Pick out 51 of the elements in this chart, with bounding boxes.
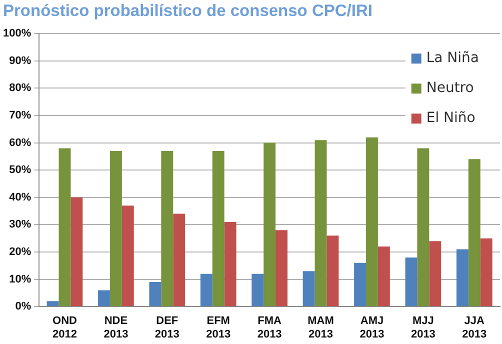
y-tick-label: 50%: [9, 164, 32, 176]
bar: [149, 282, 162, 306]
legend-label: Neutro: [426, 80, 474, 96]
y-tick-label: 60%: [9, 136, 32, 149]
bar: [417, 148, 430, 306]
x-tick-label: MAM 2013: [308, 315, 334, 340]
chart-title: Pronóstico probabilístico de consenso CPC/IRI: [3, 2, 372, 21]
bar: [468, 159, 480, 306]
bar: [354, 262, 366, 306]
bar: [110, 150, 122, 306]
bar: [122, 206, 134, 306]
y-tick-label: 40%: [9, 191, 32, 204]
legend-label: El Niño: [426, 110, 476, 126]
bar: [378, 246, 390, 306]
y-tick-label: 20%: [9, 246, 32, 258]
x-tick-label: MJJ 2013: [410, 315, 436, 340]
bar: [161, 150, 174, 306]
bar: [456, 249, 468, 306]
bar: [98, 290, 110, 306]
bar: [264, 142, 276, 306]
y-tick-label: 70%: [9, 110, 32, 122]
x-tick-label: JJA 2013: [462, 315, 487, 340]
bar: [212, 150, 224, 306]
y-tick-label: 90%: [9, 54, 32, 67]
bar: [405, 257, 418, 306]
x-tick-label: DEF 2013: [154, 315, 180, 340]
bar: [252, 274, 264, 306]
bar: [276, 230, 288, 306]
bar: [326, 236, 339, 306]
y-tick-label: 10%: [9, 273, 32, 286]
x-tick-label: FMA 2013: [257, 315, 282, 340]
bar: [224, 222, 236, 306]
bar: [70, 197, 83, 306]
bar: [46, 301, 59, 306]
y-tick-label: 30%: [9, 218, 32, 231]
x-tick-label: EFM 2013: [206, 315, 231, 340]
y-tick-label: 100%: [2, 28, 32, 40]
bar: [58, 148, 71, 306]
bar: [314, 140, 327, 306]
legend-label: La Niña: [426, 50, 480, 66]
y-tick-label: 80%: [9, 82, 32, 94]
bar: [200, 274, 212, 306]
bar: [480, 238, 492, 306]
bar: [366, 137, 378, 306]
bar: [302, 271, 315, 306]
x-tick-label: OND 2012: [52, 315, 78, 340]
x-tick-label: AMJ 2013: [360, 315, 384, 340]
bar: [173, 214, 186, 306]
x-tick-label: NDE 2013: [104, 315, 128, 340]
bar: [429, 241, 442, 306]
y-tick-label: 0%: [15, 300, 32, 313]
